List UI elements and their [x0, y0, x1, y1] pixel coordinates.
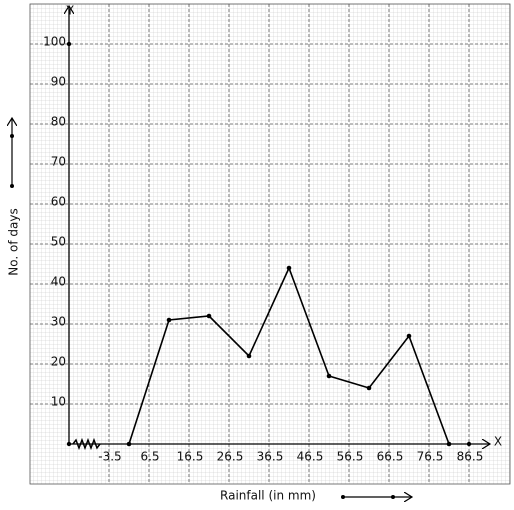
x-tick-label: -3.5: [98, 450, 121, 464]
x-tick-label: 26.5: [217, 450, 244, 464]
decor-dot: [341, 495, 345, 499]
point: [366, 385, 372, 391]
point: [286, 265, 292, 271]
x-tick-label: 66.5: [377, 450, 404, 464]
y-tick-label: 10: [51, 395, 66, 409]
x-tick-label: 86.5: [457, 450, 484, 464]
decor-dot: [391, 495, 395, 499]
x-tick-label: 16.5: [177, 450, 204, 464]
y-tick-label: 90: [51, 75, 66, 89]
origin-dot: [66, 441, 72, 447]
point: [166, 317, 172, 323]
point: [126, 441, 132, 447]
y-tick-label: 30: [51, 315, 66, 329]
point: [246, 353, 252, 359]
point: [446, 441, 452, 447]
x-tick-label: 76.5: [417, 450, 444, 464]
y-tick-label: 50: [51, 235, 66, 249]
x-tick-label: 6.5: [140, 450, 159, 464]
axis-break: [72, 437, 101, 451]
grid: [30, 4, 510, 484]
y-axis-label: No. of days: [7, 208, 21, 275]
point: [406, 333, 412, 339]
x-tick-label: 56.5: [337, 450, 364, 464]
y-axis-name: Y: [65, 4, 74, 18]
y-tick-label: 70: [51, 155, 66, 169]
marks: [126, 265, 452, 447]
y-tick-label: 20: [51, 355, 66, 369]
decor-dot: [10, 134, 14, 138]
x-tick-label: 46.5: [297, 450, 324, 464]
decor-dot: [10, 184, 14, 188]
y-tick-label: 100: [43, 35, 66, 49]
x-tick-label: 36.5: [257, 450, 284, 464]
point: [326, 373, 332, 379]
y-tick-label: 60: [51, 195, 66, 209]
y-tick-label: 80: [51, 115, 66, 129]
x-axis-name: X: [494, 435, 502, 449]
axis-dot: [466, 441, 472, 447]
axis-dot: [66, 41, 72, 47]
point: [206, 313, 212, 319]
x-axis-label: Rainfall (in mm): [220, 489, 316, 503]
y-tick-label: 40: [51, 275, 66, 289]
